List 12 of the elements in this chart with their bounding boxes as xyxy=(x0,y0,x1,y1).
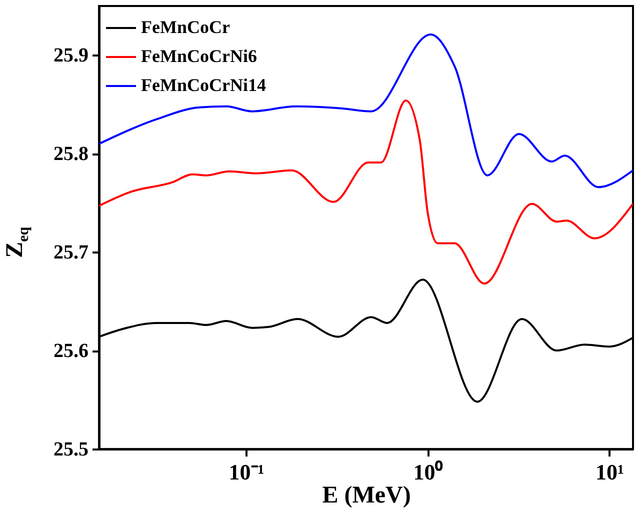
y-tick-label: 25.5 xyxy=(54,438,88,460)
legend-label: FeMnCoCrNi14 xyxy=(141,75,266,95)
y-tick-label: 25.9 xyxy=(54,44,88,67)
x-tick-label: 10¹ xyxy=(596,460,624,484)
x-axis-title: E (MeV) xyxy=(322,482,411,508)
y-tick-label: 25.6 xyxy=(54,340,88,362)
legend-label: FeMnCoCr xyxy=(141,17,230,37)
x-tick-label: 10⁻¹ xyxy=(228,460,264,484)
legend-label: FeMnCoCrNi6 xyxy=(141,46,257,66)
x-tick-label: 10⁰ xyxy=(413,460,444,484)
y-tick-label: 25.8 xyxy=(54,143,88,166)
y-tick-label: 25.7 xyxy=(54,242,88,264)
